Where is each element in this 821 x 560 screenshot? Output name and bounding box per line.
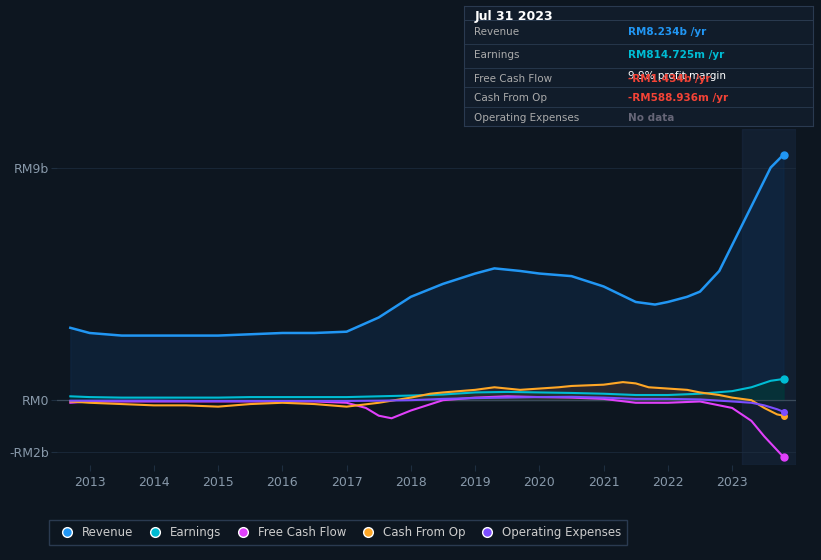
Legend: Revenue, Earnings, Free Cash Flow, Cash From Op, Operating Expenses: Revenue, Earnings, Free Cash Flow, Cash … [49,520,627,544]
Text: No data: No data [628,113,674,123]
Text: RM814.725m /yr: RM814.725m /yr [628,50,724,60]
Text: 9.9% profit margin: 9.9% profit margin [628,71,726,81]
Text: -RM588.936m /yr: -RM588.936m /yr [628,94,728,104]
Text: -RM1.434b /yr: -RM1.434b /yr [628,74,710,84]
Text: RM8.234b /yr: RM8.234b /yr [628,27,706,38]
Text: Earnings: Earnings [475,50,520,60]
Bar [741,129,796,465]
Text: Jul 31 2023: Jul 31 2023 [475,11,553,24]
Text: Cash From Op: Cash From Op [475,94,548,104]
Text: Operating Expenses: Operating Expenses [475,113,580,123]
Text: Revenue: Revenue [475,27,520,38]
Text: Free Cash Flow: Free Cash Flow [475,74,553,84]
